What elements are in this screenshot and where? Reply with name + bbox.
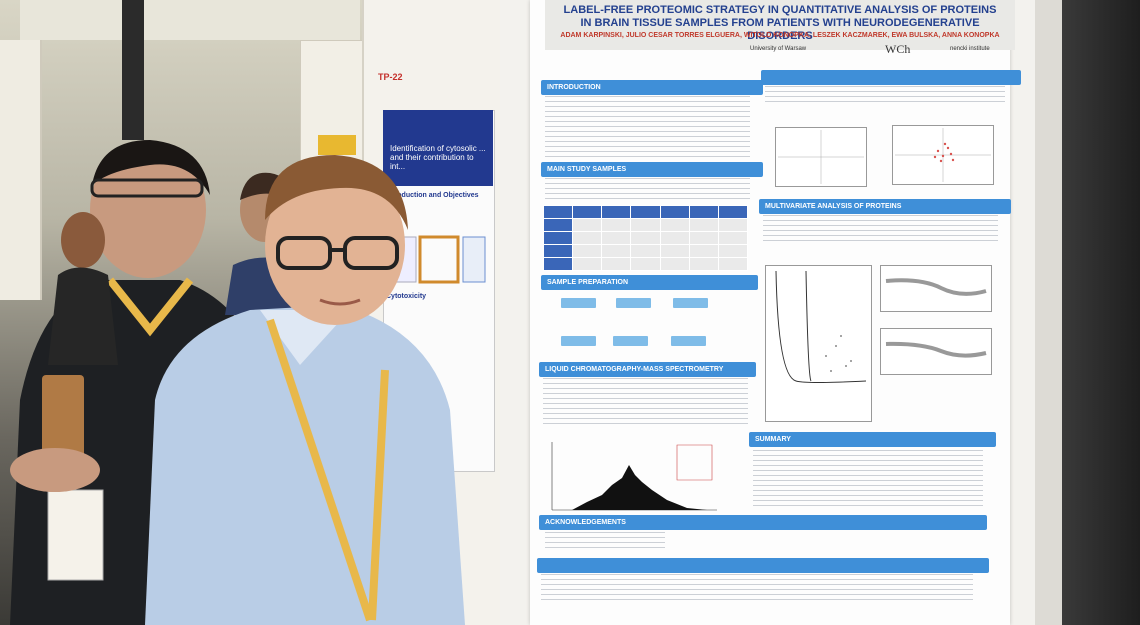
side-poster-header	[383, 110, 493, 186]
logo-university-warsaw: University of Warsaw	[750, 46, 807, 52]
poster-text-samples	[545, 178, 750, 200]
dark-poster-right	[1062, 0, 1140, 625]
workflow-step	[673, 298, 708, 308]
poster-volcano-plot	[765, 265, 872, 422]
poster-board-right-edge	[1035, 0, 1062, 625]
workflow-step	[671, 336, 706, 346]
workflow-step	[616, 298, 651, 308]
main-poster-authors: ADAM KARPINSKI, JULIO CESAR TORRES ELGUE…	[560, 32, 1000, 39]
window-frame	[122, 0, 144, 140]
logo-nencki: nencki institute	[950, 46, 990, 52]
main-poster-title-line2: IN BRAIN TISSUE SAMPLES FROM PATIENTS WI…	[580, 17, 980, 42]
side-poster-section-intro: Introduction and Objectives	[386, 192, 479, 199]
poster-text-summary	[753, 450, 983, 510]
poster-sample-table	[542, 205, 749, 271]
yellow-sign	[318, 135, 356, 155]
section-summary: SUMMARY	[749, 432, 996, 447]
poster-trace-plot-1	[880, 265, 992, 312]
side-poster-title: Identification of cytosolic ... and thei…	[390, 144, 486, 171]
workflow-step	[561, 336, 596, 346]
section-header-2	[761, 70, 1021, 85]
sample-prep-workflow	[541, 292, 746, 357]
workflow-step	[561, 298, 596, 308]
section-introduction: INTRODUCTION	[541, 80, 763, 95]
poster-chromatogram	[551, 442, 717, 511]
section-lc-ms: LIQUID CHROMATOGRAPHY-MASS SPECTROMETRY	[539, 362, 756, 377]
main-poster-title-bar	[545, 0, 1015, 50]
section-footer	[537, 558, 989, 573]
poster-scatter-plot-2	[892, 125, 994, 185]
ceiling-window	[20, 0, 360, 40]
poster-text-lcms	[543, 378, 748, 428]
section-multivariate-analysis: MULTIVARIATE ANALYSIS OF PROTEINS	[759, 199, 1011, 214]
main-poster-title: LABEL-FREE PROTEOMIC STRATEGY IN QUANTIT…	[560, 4, 1000, 43]
poster-text-intro	[545, 96, 750, 158]
woman-in-background	[48, 212, 118, 365]
poster-board-far-left	[0, 40, 42, 300]
poster-text-right-top	[765, 86, 1005, 106]
poster-number-tag: TP-22	[378, 72, 403, 82]
side-poster-section-cytotoxicity: Cytotoxicity	[386, 293, 427, 300]
institution-logos: University of Warsaw WCh nencki institut…	[715, 40, 1005, 62]
poster-scatter-plot-1	[775, 127, 867, 187]
poster-trace-plot-2	[880, 328, 992, 375]
young-man-with-glasses	[145, 155, 465, 625]
logo-wch: WCh	[885, 42, 911, 56]
section-main-study-samples: MAIN STUDY SAMPLES	[541, 162, 763, 177]
workflow-step	[613, 336, 648, 346]
section-acknowledgements: ACKNOWLEDGEMENTS	[539, 515, 987, 530]
section-sample-preparation: SAMPLE PREPARATION	[541, 275, 758, 290]
poster-text-footer	[541, 574, 973, 604]
poster-text-multivariate	[763, 215, 998, 245]
main-poster-title-line1: LABEL-FREE PROTEOMIC STRATEGY IN QUANTIT…	[563, 4, 997, 16]
poster-text-ack	[545, 532, 665, 552]
